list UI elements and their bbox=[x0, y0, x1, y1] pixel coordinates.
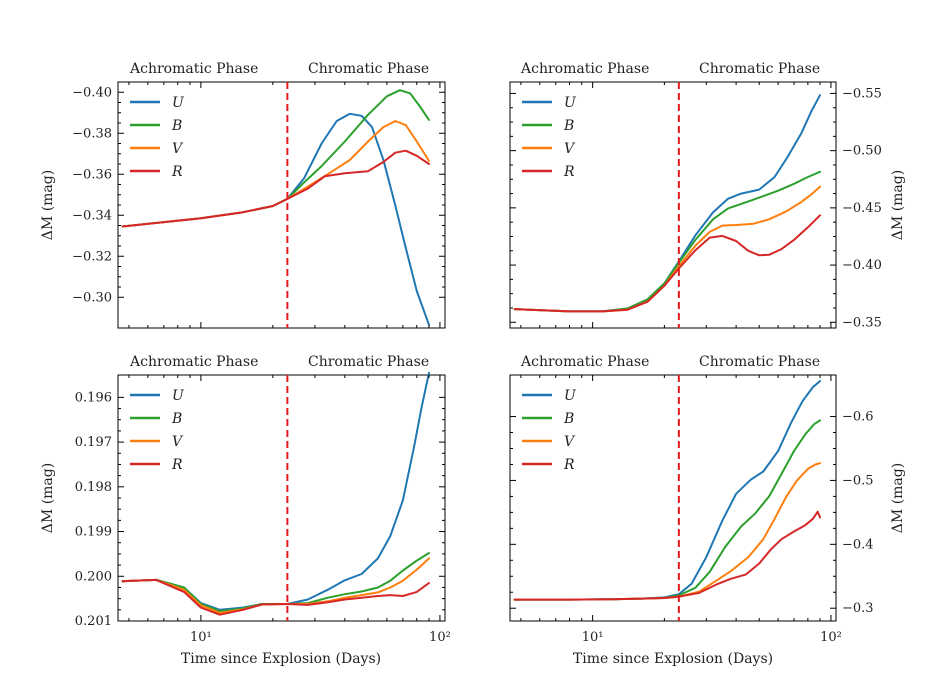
panel-bottom-left-xlabel: Time since Explosion (Days) bbox=[181, 651, 381, 667]
panel-bottom-right-frame bbox=[509, 374, 837, 622]
bottom-left-legend-label-B: B bbox=[171, 411, 182, 427]
bottom-right-line-U bbox=[513, 380, 821, 601]
bottom-right-legend-label-V: V bbox=[564, 434, 576, 450]
bottom-left-line-U bbox=[121, 371, 430, 611]
bottom-right-ytick-label: −0.3 bbox=[842, 601, 874, 616]
top-right-line-R bbox=[513, 214, 821, 313]
bottom-right-legend-label-U: U bbox=[564, 388, 577, 404]
panel-top-left-ylabel: ΔM (mag) bbox=[40, 170, 56, 240]
top-left-ytick-label: −0.34 bbox=[72, 208, 112, 223]
top-left-legend-label-U: U bbox=[172, 95, 185, 111]
top-right-legend-label-U: U bbox=[564, 95, 577, 111]
bottom-left-line-B bbox=[121, 552, 430, 613]
bottom-left-ytick-label: 0.200 bbox=[75, 569, 112, 584]
top-right-ytick-label: −0.35 bbox=[842, 315, 882, 330]
top-left-line-U bbox=[121, 112, 430, 326]
panel-top-left-phase-achromatic: Achromatic Phase bbox=[129, 61, 258, 77]
top-left-line-V bbox=[121, 120, 430, 228]
panel-top-right-phase-achromatic: Achromatic Phase bbox=[520, 61, 649, 77]
bottom-left-xtick-label: 10¹ bbox=[190, 630, 212, 645]
bottom-right-ytick-label: −0.5 bbox=[842, 473, 874, 488]
top-right-ytick-label: −0.55 bbox=[842, 86, 882, 101]
panel-bottom-right-ylabel: ΔM (mag) bbox=[890, 463, 906, 533]
panel-bottom-left-ylabel: ΔM (mag) bbox=[40, 463, 56, 533]
bottom-left-xtick-label: 10² bbox=[429, 630, 451, 645]
top-right-ytick-label: −0.45 bbox=[842, 201, 882, 216]
top-left-legend-label-R: R bbox=[171, 164, 183, 180]
top-left-ytick-label: −0.40 bbox=[72, 85, 112, 100]
top-right-line-B bbox=[513, 170, 821, 313]
bottom-left-line-R bbox=[121, 578, 430, 616]
top-left-ytick-label: −0.38 bbox=[72, 126, 112, 141]
top-right-ytick-label: −0.40 bbox=[842, 258, 882, 273]
panel-top-left-phase-chromatic: Chromatic Phase bbox=[308, 61, 429, 77]
bottom-left-ytick-label: 0.196 bbox=[75, 390, 112, 405]
bottom-right-ytick-label: −0.4 bbox=[842, 537, 874, 552]
bottom-left-ytick-label: 0.198 bbox=[75, 480, 112, 495]
bottom-right-legend-label-R: R bbox=[563, 457, 575, 473]
bottom-right-xtick-label: 10² bbox=[820, 630, 842, 645]
bottom-left-legend-label-R: R bbox=[171, 457, 183, 473]
top-right-ytick-label: −0.50 bbox=[842, 144, 882, 159]
bottom-right-ytick-label: −0.6 bbox=[842, 410, 874, 425]
panel-bottom-left-phase-achromatic: Achromatic Phase bbox=[129, 354, 258, 370]
bottom-left-ytick-label: 0.199 bbox=[75, 525, 112, 540]
panel-top-right-ylabel: ΔM (mag) bbox=[890, 170, 906, 240]
bottom-right-line-V bbox=[513, 462, 821, 601]
bottom-right-line-R bbox=[513, 510, 821, 601]
panel-top-right bbox=[509, 81, 837, 329]
panel-bottom-right-phase-achromatic: Achromatic Phase bbox=[520, 354, 649, 370]
top-right-legend-label-V: V bbox=[564, 141, 576, 157]
bottom-right-legend-label-B: B bbox=[563, 411, 574, 427]
top-left-legend-label-B: B bbox=[171, 118, 182, 134]
bottom-left-ytick-label: 0.197 bbox=[75, 435, 112, 450]
bottom-left-ytick-label: 0.201 bbox=[75, 614, 112, 629]
bottom-left-legend-label-U: U bbox=[172, 388, 185, 404]
top-right-legend-label-B: B bbox=[563, 118, 574, 134]
top-left-line-R bbox=[121, 149, 430, 228]
top-right-legend-label-R: R bbox=[563, 164, 575, 180]
top-left-ytick-label: −0.36 bbox=[72, 167, 112, 182]
panel-top-right-frame bbox=[509, 81, 837, 329]
top-left-legend-label-V: V bbox=[172, 141, 184, 157]
bottom-left-legend-label-V: V bbox=[172, 434, 184, 450]
panel-bottom-right-xlabel: Time since Explosion (Days) bbox=[573, 651, 773, 667]
panel-bottom-right-phase-chromatic: Chromatic Phase bbox=[699, 354, 820, 370]
top-left-ytick-label: −0.30 bbox=[72, 290, 112, 305]
top-left-ytick-label: −0.32 bbox=[72, 249, 112, 264]
panel-top-right-phase-chromatic: Chromatic Phase bbox=[699, 61, 820, 77]
panel-bottom-left-phase-chromatic: Chromatic Phase bbox=[308, 354, 429, 370]
top-right-line-V bbox=[513, 185, 821, 313]
panel-bottom-right bbox=[509, 374, 837, 622]
bottom-right-xtick-label: 10¹ bbox=[582, 630, 604, 645]
bottom-right-line-B bbox=[513, 419, 821, 601]
